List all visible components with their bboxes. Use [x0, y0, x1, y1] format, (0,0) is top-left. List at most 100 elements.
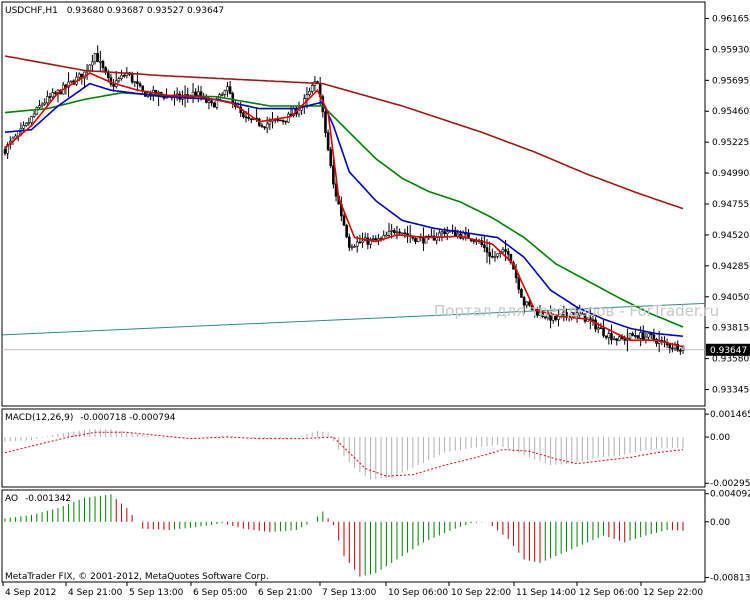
candle-body	[93, 53, 97, 63]
price-tick-label: 0.93815	[712, 324, 749, 334]
candle-body	[549, 312, 552, 321]
candle-body	[329, 149, 333, 167]
price-tick-label: 0.94990	[712, 169, 749, 179]
candle-body	[538, 312, 542, 316]
support-trendline	[1, 302, 706, 336]
price-tick-label: 0.94050	[712, 293, 749, 303]
copyright-footer: MetaTrader FIX, © 2001-2012, MetaQuotes …	[5, 572, 269, 582]
candle-body	[220, 94, 224, 96]
ao-panel: 0.004092 0.00 -0.00813 AO -0.001342 MetaTr…	[1, 489, 750, 584]
candle-body	[347, 236, 351, 248]
candle-body	[562, 311, 566, 315]
price-tick-label: 0.94520	[712, 231, 749, 241]
candle-body	[133, 81, 137, 84]
ao-values: -0.001342	[25, 494, 71, 504]
time-tick-label: 10 Sep 06:00	[388, 588, 448, 598]
candle-body	[130, 74, 134, 83]
candle-body	[374, 238, 378, 241]
macd-tick-label: -0.00295	[710, 479, 750, 489]
candle-body	[3, 149, 7, 154]
ao-axis: 0.004092 0.00 -0.00813	[705, 490, 750, 584]
candle-body	[443, 231, 446, 234]
candle-body	[138, 83, 142, 87]
candle-body	[54, 92, 57, 94]
candle-body	[504, 249, 507, 252]
candle-body	[40, 103, 44, 107]
time-tick-label: 4 Sep 2012	[5, 588, 56, 598]
candle-body	[136, 81, 139, 85]
candle-body	[226, 86, 229, 92]
price-header: USDCHF,H1 0.93680 0.93687 0.93527 0.9364…	[5, 6, 224, 16]
candle-body	[594, 319, 597, 330]
candle-body	[679, 349, 682, 352]
candle-body	[416, 236, 420, 243]
candle-body	[641, 332, 645, 340]
candle-body	[612, 338, 616, 341]
candle-body	[223, 90, 227, 95]
candle-body	[355, 241, 359, 247]
trendline	[1, 302, 706, 336]
candle-body	[281, 120, 285, 122]
candle-body	[32, 113, 36, 117]
candle-body	[244, 116, 248, 119]
current-price-text: 0.93647	[710, 346, 747, 356]
candle-body	[485, 247, 489, 253]
price-tick-label: 0.94755	[712, 200, 749, 210]
candle-body	[676, 343, 680, 351]
time-axis: 4 Sep 2012 4 Sep 21:00 5 Sep 13:00 6 Sep 05…	[2, 582, 703, 598]
candle-body	[96, 53, 99, 63]
candle-body	[342, 215, 346, 226]
candle-body	[326, 132, 330, 151]
candle-body	[324, 111, 327, 133]
candle-body	[207, 100, 211, 103]
candle-body	[30, 116, 33, 123]
candle-body	[565, 311, 568, 316]
candle-body	[51, 92, 54, 98]
candle-body	[602, 327, 605, 337]
candle-body	[506, 251, 510, 255]
price-tick-label: 0.96165	[712, 14, 749, 24]
candle-body	[472, 240, 476, 242]
candle-body	[414, 238, 417, 243]
price-panel-frame	[1, 1, 706, 407]
candle-body	[38, 105, 41, 108]
candle-body	[332, 165, 335, 185]
candle-body	[631, 333, 634, 336]
candle-body	[440, 231, 444, 234]
candle-body	[308, 91, 311, 95]
current-price-marker: 0.93647	[706, 343, 750, 356]
price-tick-label: 0.93345	[712, 386, 749, 396]
candle-body	[99, 61, 102, 63]
price-tick-label: 0.95930	[712, 45, 749, 55]
candle-body	[109, 77, 113, 85]
candle-body	[24, 122, 28, 126]
candle-body	[69, 80, 73, 83]
candle-body	[581, 313, 584, 316]
time-tick-label: 12 Sep 22:00	[643, 588, 703, 598]
candle-body	[639, 332, 642, 339]
price-panel: 0.96165 0.95930 0.95695 0.95460 0.95225 0.949…	[1, 1, 750, 407]
candle-body	[112, 84, 115, 87]
price-tick-label: 0.94285	[712, 262, 749, 272]
candle-body	[528, 301, 531, 306]
macd-axis: 0.001465 0.00 -0.00295	[705, 410, 750, 489]
candle-body	[191, 91, 195, 97]
candle-body	[615, 338, 619, 341]
ma-mid-line	[4, 82, 684, 337]
candle-body	[644, 336, 648, 340]
candle-body	[488, 251, 491, 257]
candle-body	[358, 241, 362, 244]
candle-body	[671, 347, 674, 350]
candle-body	[284, 120, 288, 123]
candle-body	[14, 135, 17, 139]
price-tick-label: 0.95460	[712, 107, 749, 117]
candle-body	[578, 312, 582, 315]
candle-body	[403, 232, 407, 235]
candles	[3, 45, 685, 355]
time-tick-label: 7 Sep 13:00	[322, 588, 377, 598]
candle-body	[194, 91, 197, 96]
candle-body	[607, 333, 611, 338]
candle-body	[43, 102, 47, 105]
candle-body	[628, 333, 632, 339]
candle-body	[583, 313, 587, 322]
